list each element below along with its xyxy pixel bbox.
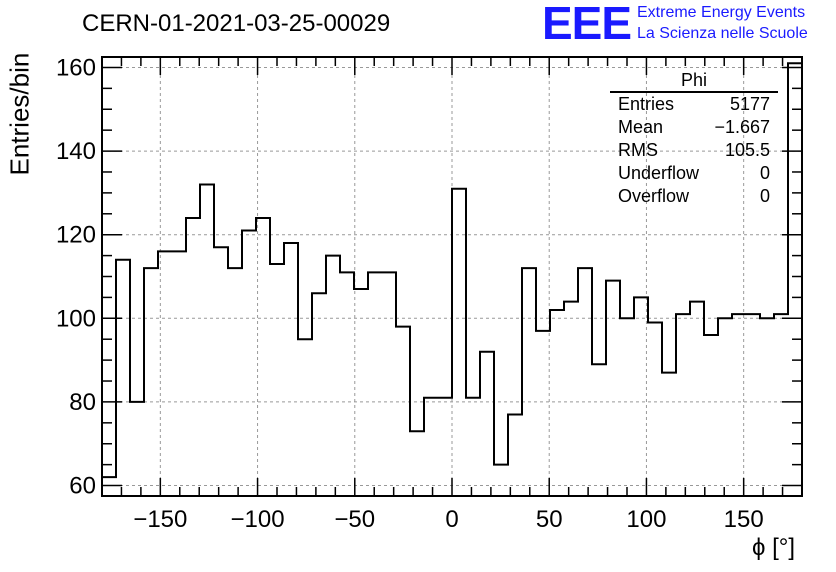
y-axis-label: Entries/bin	[4, 52, 35, 176]
eee-logo: EEE	[542, 0, 632, 49]
y-tick-label: 60	[69, 473, 96, 500]
y-tick-label: 100	[56, 305, 96, 332]
stats-label: RMS	[618, 140, 658, 160]
stats-value: 5177	[729, 94, 770, 114]
x-tick-label: 0	[445, 506, 458, 533]
y-tick-label: 80	[69, 389, 96, 416]
chart-title: CERN-01-2021-03-25-00029	[82, 10, 391, 37]
stats-value: −1.667	[714, 117, 770, 137]
stats-box: Phi Entries 5177 Mean −1.667 RMS 105.5 U…	[610, 70, 778, 208]
x-tick-label: 50	[536, 506, 563, 533]
logo-line-2: La Scienza nelle Scuole	[637, 25, 808, 42]
histogram-line	[102, 62, 802, 479]
histogram-series	[102, 62, 802, 479]
stats-label: Entries	[618, 94, 675, 114]
x-tick-labels: −150 −100 −50 0 50 100 150	[133, 506, 763, 533]
stats-row-mean: Mean −1.667	[610, 116, 778, 139]
y-tick-label: 120	[56, 222, 96, 249]
y-tick-label: 160	[56, 54, 96, 81]
y-tick-label: 140	[56, 138, 96, 165]
stats-label: Underflow	[618, 163, 700, 183]
y-tick-labels: 60 80 100 120 140 160	[56, 54, 96, 499]
grid-lines	[102, 57, 802, 496]
stats-row-entries: Entries 5177	[610, 93, 778, 116]
stats-label: Overflow	[618, 186, 690, 206]
x-tick-label: 100	[626, 506, 666, 533]
stats-row-overflow: Overflow 0	[610, 185, 778, 208]
x-axis-label: ϕ [°]	[752, 534, 796, 561]
stats-row-rms: RMS 105.5	[610, 139, 778, 162]
x-tick-label: 150	[724, 506, 764, 533]
x-tick-label: −100	[231, 506, 285, 533]
stats-title: Phi	[610, 70, 778, 93]
stats-value: 0	[759, 163, 770, 183]
stats-row-underflow: Underflow 0	[610, 162, 778, 185]
x-tick-label: −50	[334, 506, 375, 533]
x-tick-label: −150	[133, 506, 187, 533]
stats-label: Mean	[618, 117, 664, 137]
logo-line-1: Extreme Energy Events	[637, 4, 806, 21]
axis-ticks	[101, 57, 803, 496]
stats-value: 0	[759, 186, 770, 206]
stats-value: 105.5	[724, 140, 770, 160]
